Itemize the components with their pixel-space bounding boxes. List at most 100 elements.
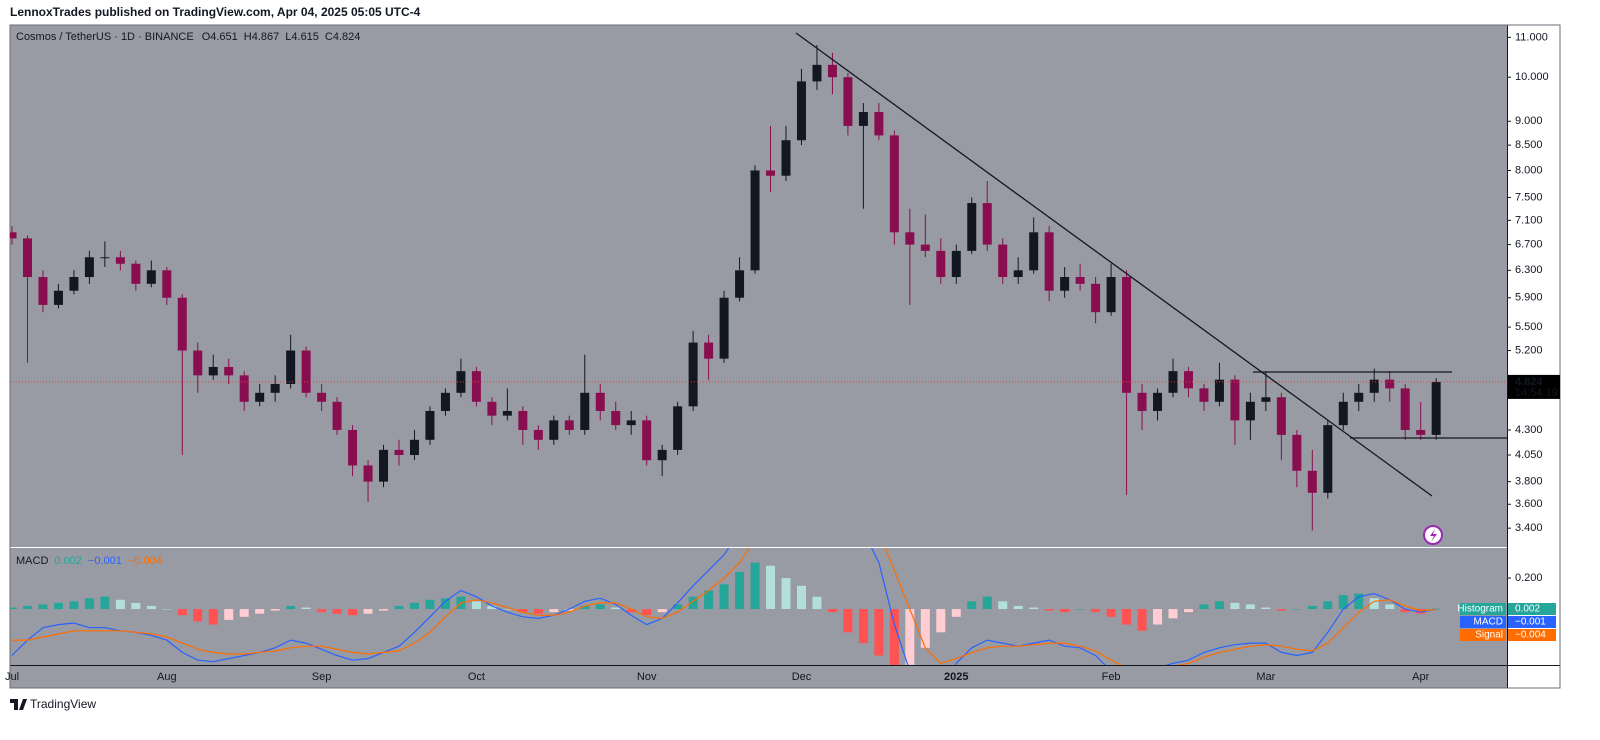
ohlc-value: 4.824 [333,31,361,43]
candle-body [255,392,265,402]
histogram-bar [564,609,574,611]
histogram-bar [239,609,249,617]
histogram-bar [1354,593,1364,610]
histogram-bar [626,609,636,613]
candle-body [208,366,218,376]
x-tick-label: Jul [5,671,19,683]
histogram-bar [440,598,450,610]
histogram-bar [146,605,156,610]
histogram-bar [1369,598,1379,610]
legend-value: −0.004 [1515,630,1546,641]
legend-value-box [1508,616,1556,628]
legend-name: Histogram [1457,604,1503,615]
candle-body [673,406,683,450]
y-tick-label: 5.200 [1515,344,1543,356]
legend-name-box [1460,616,1506,628]
histogram-bar [301,607,311,610]
histogram-bar [688,596,698,610]
histogram-bar [317,609,327,613]
candle-body [967,203,977,251]
ohlc-value: 4.867 [252,31,280,43]
candle-body [580,392,590,430]
candle-body [642,420,652,461]
y-tick-label: 5.900 [1515,292,1543,304]
legend-value-box [1508,603,1556,615]
candle-body [239,375,249,402]
histogram-bar [1261,607,1271,610]
histogram-bar [1245,604,1255,610]
brand: TradingView [30,697,96,711]
histogram-bar [286,605,296,610]
candle-body [270,383,280,393]
symbol-legend: Cosmos / TetherUS · 1D · BINANCE O4.651 H4… [16,31,360,43]
candle-body [22,238,32,278]
histogram-bar [1292,609,1302,610]
candle-body [827,64,837,78]
histogram-bar [982,596,992,610]
histogram-bar [858,609,868,644]
histogram-bar [10,607,17,610]
histogram-bar [673,604,683,610]
legend-value: 0.002 [1515,604,1540,615]
candle-body [998,244,1008,278]
candle-body [611,410,621,426]
x-tick-label: Sep [312,671,332,683]
histogram-bar [22,605,32,610]
y-tick-label: 6.700 [1515,239,1543,251]
macd-line [12,548,1437,665]
macd-pane [10,548,1441,665]
trend-line [795,32,1433,497]
histogram-bar [905,609,915,665]
candle-body [146,270,156,284]
histogram-bar [131,602,141,610]
y-tick-label: 5.500 [1515,321,1543,333]
histogram-bar [796,585,806,610]
histogram-bar [1013,605,1023,610]
x-tick-label: 2025 [944,671,968,683]
candle-body [1183,371,1193,389]
candle-body [1431,381,1441,435]
candle-body [38,277,48,305]
histogram-bar [874,609,884,656]
histogram-bar [471,601,481,610]
candle-body [84,257,94,278]
histogram-bar [1060,609,1070,613]
histogram-bar [208,609,218,625]
candle-body [1385,379,1395,389]
candle-body [502,410,512,416]
histogram-bar [719,584,729,610]
candle-body [1199,388,1209,402]
candle-body [1153,392,1163,411]
price-pane [10,45,1507,531]
price-axis [1507,25,1560,688]
candle-body [936,250,946,278]
candle-body [1338,401,1348,426]
candle-body [905,232,915,245]
histogram-bar [409,602,419,610]
histogram-bar [812,596,822,610]
candle-body [750,170,760,271]
candle-body [193,350,203,376]
histogram-bar [843,609,853,633]
candle-body [10,232,17,239]
histogram-bar [1323,601,1333,610]
candle-body [115,257,125,264]
last-price-label: 4.824 [1515,376,1543,388]
histogram-bar [1168,609,1178,619]
candle-body [1060,277,1070,291]
histogram-bar [998,601,1008,610]
histogram-bar [1276,609,1286,611]
histogram-bar [162,609,172,610]
candle-body [162,270,172,298]
candle-body [487,401,497,416]
y-tick-label: 0.200 [1515,572,1543,584]
candle-body [425,410,435,440]
legend-value: −0.001 [1515,617,1546,628]
candle-body [379,449,389,482]
x-tick-label: Dec [792,671,812,683]
macd-line [11,548,1437,665]
candle-body [735,270,745,298]
histogram-bar [1183,609,1193,613]
histogram-bar [1122,609,1132,625]
candle-body [1354,392,1364,402]
